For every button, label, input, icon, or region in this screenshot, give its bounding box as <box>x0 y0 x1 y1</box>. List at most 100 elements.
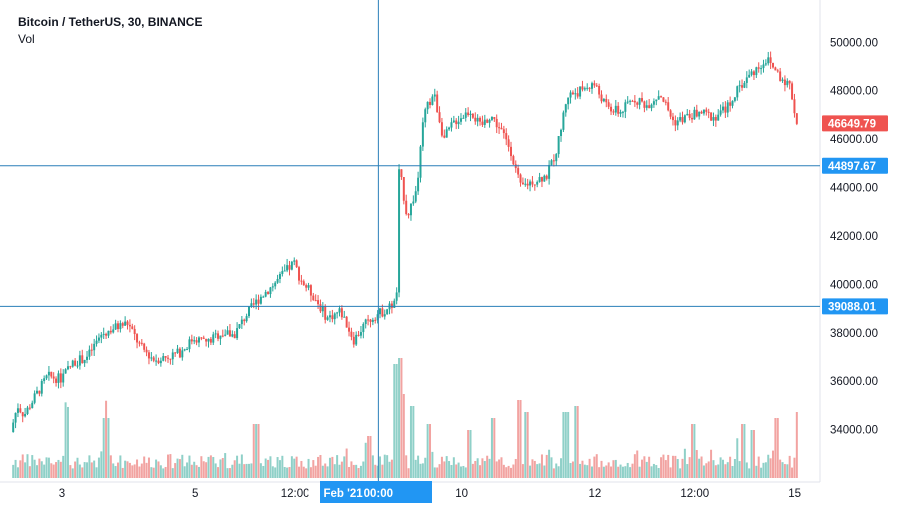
candle-body <box>726 102 729 113</box>
candle-body <box>274 282 277 287</box>
volume-bar <box>69 465 72 478</box>
volume-bar <box>159 465 162 478</box>
volume-bar <box>760 467 763 478</box>
volume-bar <box>490 418 493 478</box>
volume-bar <box>633 454 636 478</box>
volume-bar <box>483 461 486 478</box>
candle-body <box>145 349 148 353</box>
y-tick-label: 34000.00 <box>830 425 878 437</box>
candle-body <box>162 356 165 361</box>
volume-bar <box>486 455 489 478</box>
volume-bar <box>626 462 629 478</box>
candle-body <box>493 116 496 119</box>
volume-bar <box>274 467 277 478</box>
candle-body <box>743 82 746 88</box>
candle-body <box>610 106 613 112</box>
candle-body <box>88 349 91 357</box>
volume-bar <box>721 459 724 478</box>
candle-body <box>71 360 74 367</box>
volume-bar <box>743 424 746 478</box>
candle-body <box>343 316 346 318</box>
candle-body <box>324 306 327 320</box>
candle-body <box>457 121 460 125</box>
candle-body <box>386 309 389 315</box>
volume-bar <box>126 461 129 478</box>
volume-bar <box>209 455 212 478</box>
candle-body <box>186 349 189 351</box>
volume-bar <box>226 468 229 478</box>
volume-bar <box>671 455 674 478</box>
candle-body <box>752 71 755 76</box>
volume-bar <box>150 467 153 478</box>
volume-bar <box>779 459 782 478</box>
volume-bar <box>552 468 555 478</box>
volume-bar <box>202 461 205 478</box>
volume-bar <box>479 465 482 478</box>
candle-body <box>116 323 119 330</box>
volume-bar <box>31 455 34 478</box>
candle-body <box>393 300 396 308</box>
candle-body <box>119 323 122 330</box>
candle-body <box>738 85 741 87</box>
candle-body <box>283 270 286 272</box>
volume-bar <box>240 454 243 478</box>
candle-body <box>43 378 46 381</box>
volume-label: Vol <box>18 32 35 46</box>
candle-body <box>519 174 522 183</box>
candle-body <box>588 87 591 89</box>
candle-body <box>671 116 674 121</box>
volume-bar <box>178 459 181 478</box>
volume-bar <box>729 456 732 478</box>
candle-body <box>143 343 146 350</box>
volume-bar <box>583 464 586 478</box>
volume-bar <box>567 412 570 478</box>
volume-bar <box>190 464 193 478</box>
candle-body <box>650 104 653 109</box>
candle-body <box>733 97 736 101</box>
candle-body <box>762 64 765 69</box>
volume-bar <box>298 466 301 478</box>
candle-body <box>24 413 27 417</box>
volume-bar <box>105 400 108 478</box>
volume-bar <box>674 455 677 478</box>
candle-body <box>176 348 179 353</box>
candle-body <box>276 278 279 283</box>
volume-bar <box>791 467 794 478</box>
volume-bar <box>524 412 527 478</box>
y-tick-label: 40000.00 <box>830 279 878 291</box>
candle-body <box>524 183 527 185</box>
candle-body <box>207 338 210 342</box>
volume-bar <box>157 461 160 478</box>
y-tick-label: 48000.00 <box>830 86 878 98</box>
candle-body <box>302 281 305 286</box>
candle-body <box>593 83 596 86</box>
candle-body <box>505 133 508 140</box>
volume-bar <box>333 464 336 478</box>
volume-bar <box>488 458 491 478</box>
candle-body <box>448 127 451 130</box>
candle-body <box>157 360 160 364</box>
volume-bar <box>512 464 515 478</box>
candle-body <box>452 120 455 123</box>
candle-body <box>686 113 689 116</box>
volume-bar <box>350 461 353 478</box>
volume-bar <box>36 465 39 478</box>
volume-bar <box>786 464 789 478</box>
candle-body <box>16 408 19 413</box>
candle-body <box>259 296 262 304</box>
candle-body <box>576 93 579 97</box>
candle-body <box>736 86 739 98</box>
volume-bar <box>781 462 784 478</box>
last-price-tag-bg <box>822 115 888 132</box>
volume-bar <box>281 455 284 478</box>
volume-bar <box>474 460 477 478</box>
volume-bar <box>560 458 563 478</box>
candle-body <box>136 334 139 343</box>
candle-body <box>395 292 398 301</box>
candle-body <box>586 87 589 89</box>
candle-body <box>12 422 15 433</box>
volume-bar <box>331 456 334 478</box>
volume-bar <box>221 457 224 478</box>
volume-bar <box>686 464 689 478</box>
